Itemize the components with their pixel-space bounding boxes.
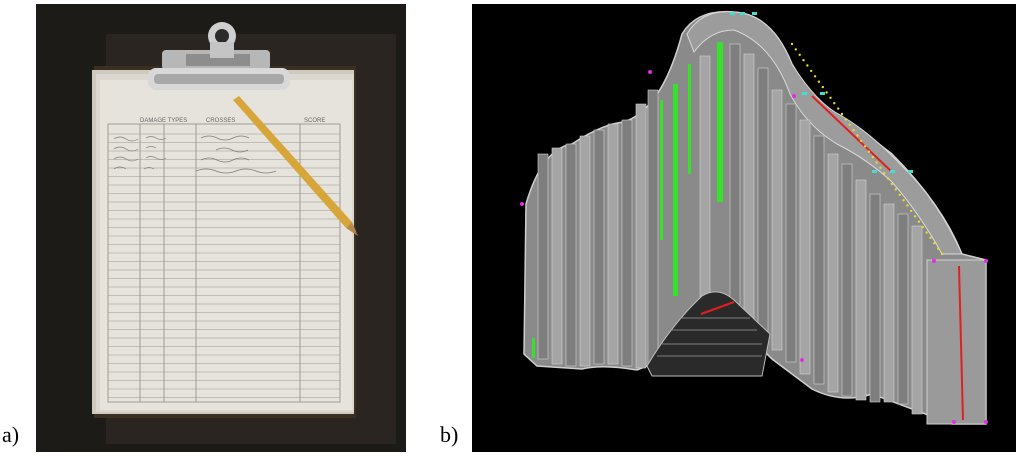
yellow-marker-dot: [906, 204, 909, 207]
yellow-marker-dot: [837, 107, 840, 110]
yellow-marker-dot: [821, 85, 824, 89]
yellow-marker-dot: [817, 80, 821, 83]
yellow-marker-dot: [917, 220, 921, 223]
mesh-fin: [537, 153, 549, 360]
yellow-marker-dot: [798, 53, 801, 56]
yellow-marker-dot: [937, 247, 940, 250]
mesh-fin: [551, 147, 563, 365]
yellow-marker-dot: [921, 225, 924, 229]
form-header-col-1: DAMAGE TYPES: [140, 118, 187, 124]
yellow-marker-dot: [852, 129, 855, 132]
yellow-marker-dot: [875, 161, 878, 164]
magenta-markers: [520, 70, 988, 424]
yellow-marker-dot: [848, 123, 851, 127]
mesh-fin: [841, 163, 853, 397]
yellow-marker-dot: [925, 231, 928, 234]
yellow-marker-dot: [894, 188, 897, 191]
yellow-marker-dot: [913, 215, 917, 218]
yellow-marker-dot: [794, 48, 797, 51]
mesh-fin: [855, 179, 867, 401]
yellow-marker-dot: [883, 172, 886, 175]
yellow-marker-dot: [829, 96, 832, 100]
mesh-model-render: [472, 4, 1016, 452]
mesh-fin: [729, 43, 741, 305]
red-markers: [700, 95, 964, 421]
form-header-col-2: CROSSES: [206, 118, 235, 124]
pencil: [230, 96, 358, 236]
yellow-marker-dot: [871, 155, 874, 159]
yellow-marker-dot: [860, 139, 863, 143]
mesh-fin: [579, 135, 591, 367]
yellow-marker-dot: [825, 91, 828, 94]
mesh-fin: [621, 119, 633, 367]
yellow-marker-dot: [887, 177, 890, 180]
yellow-marker-dot: [898, 193, 901, 196]
mesh-fin: [699, 55, 711, 299]
mesh-fin: [743, 53, 755, 321]
clipboard-illustration: DAMAGE TYPES CROSSES SCORE: [36, 4, 406, 452]
mesh-arch-cavity: [646, 291, 771, 377]
mesh-arch-steps: [657, 317, 762, 357]
mesh-fin: [757, 67, 769, 335]
yellow-marker-dot: [806, 64, 809, 67]
yellow-marker-dot: [790, 42, 794, 46]
yellow-marker-dot: [840, 112, 844, 116]
mesh-fin: [911, 225, 923, 415]
panel-label-a: a): [2, 422, 20, 447]
yellow-marker-dot: [933, 242, 936, 245]
mesh-illustration: [472, 4, 1016, 452]
yellow-marker-dot: [929, 236, 932, 239]
handwriting: [113, 135, 277, 174]
mesh-fin: [799, 119, 811, 375]
mesh-fin: [883, 203, 895, 403]
yellow-marker-dot: [802, 59, 805, 62]
mesh-fin: [813, 135, 825, 385]
yellow-marker-dot: [810, 69, 813, 73]
yellow-marker-dot: [833, 102, 836, 105]
yellow-marker-dot: [940, 252, 944, 256]
mesh-right-face: [926, 259, 987, 425]
mesh-fin: [869, 193, 881, 403]
green-fins: [532, 42, 723, 358]
yellow-marker-dot: [844, 118, 847, 121]
mesh-fin: [771, 89, 783, 351]
yellow-marker-dot: [863, 145, 867, 148]
mesh-fin: [785, 103, 797, 363]
panel-label-b: b): [440, 422, 459, 447]
mesh-fin: [635, 103, 647, 369]
yellow-marker-dot: [867, 150, 871, 153]
mesh-fin: [647, 89, 659, 369]
yellow-marker-dot: [856, 134, 859, 137]
form-row-lines: [108, 133, 340, 398]
mesh-ridge: [686, 11, 963, 255]
mesh-fins: [537, 43, 923, 415]
mesh-fin: [897, 213, 909, 405]
clipboard-photo: DAMAGE TYPES CROSSES SCORE: [36, 4, 406, 452]
yellow-markers: [790, 42, 944, 256]
form-header: DAMAGE TYPES CROSSES SCORE: [140, 118, 325, 124]
yellow-marker-dot: [879, 166, 882, 169]
cyan-markers: [730, 12, 913, 173]
yellow-marker-dot: [890, 182, 894, 186]
mesh-fin: [565, 143, 577, 367]
yellow-marker-dot: [813, 75, 817, 78]
yellow-marker-dot: [910, 209, 913, 213]
metal-clip: [148, 22, 290, 90]
form-header-col-3: SCORE: [304, 118, 325, 124]
mesh-fin: [593, 129, 605, 365]
yellow-marker-dot: [902, 199, 905, 202]
mesh-fin: [827, 153, 839, 393]
mesh-fin: [607, 123, 619, 365]
